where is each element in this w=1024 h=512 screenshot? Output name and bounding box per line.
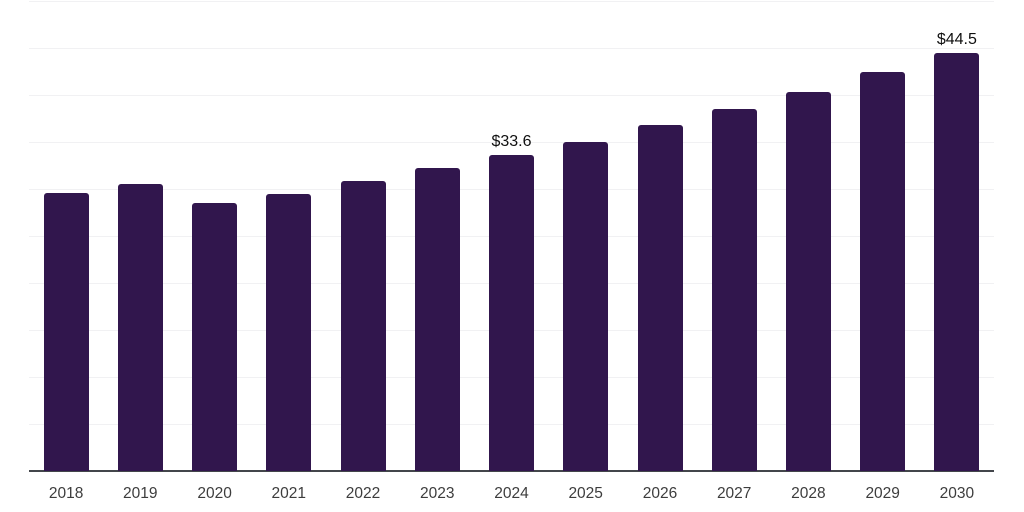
x-axis-line — [29, 470, 994, 472]
x-tick-2021: 2021 — [271, 485, 307, 502]
gridline — [29, 1, 994, 2]
bar-value-label-2024: $33.6 — [491, 133, 532, 151]
x-tick-2024: 2024 — [494, 485, 529, 502]
bar-2023 — [414, 168, 460, 471]
bar-2030 — [934, 52, 980, 471]
bar-2018 — [43, 192, 89, 471]
bar-2025 — [563, 142, 609, 471]
gridline — [29, 142, 994, 143]
x-tick-2018: 2018 — [48, 485, 84, 502]
x-tick-2028: 2028 — [791, 485, 826, 502]
x-tick-2027: 2027 — [716, 485, 752, 502]
bar-2026 — [637, 125, 683, 471]
bar-value-label-2030: $44.5 — [936, 30, 977, 48]
x-tick-2030: 2030 — [939, 485, 975, 502]
x-tick-2029: 2029 — [865, 485, 900, 502]
x-tick-2019: 2019 — [123, 485, 158, 502]
bar-2021 — [266, 193, 312, 471]
bar-2024 — [489, 155, 534, 471]
bar-2020 — [192, 203, 238, 471]
x-tick-2025: 2025 — [568, 485, 603, 502]
gridline — [29, 48, 994, 49]
bar-2029 — [860, 72, 906, 471]
x-tick-2026: 2026 — [642, 485, 678, 502]
x-tick-2023: 2023 — [420, 485, 455, 502]
bar-2028 — [785, 92, 831, 471]
bar-2019 — [117, 184, 163, 471]
bar-2022 — [340, 180, 386, 471]
bar-2027 — [711, 109, 757, 471]
x-tick-2022: 2022 — [345, 485, 381, 502]
x-tick-2020: 2020 — [197, 485, 232, 502]
gridline — [29, 95, 994, 96]
